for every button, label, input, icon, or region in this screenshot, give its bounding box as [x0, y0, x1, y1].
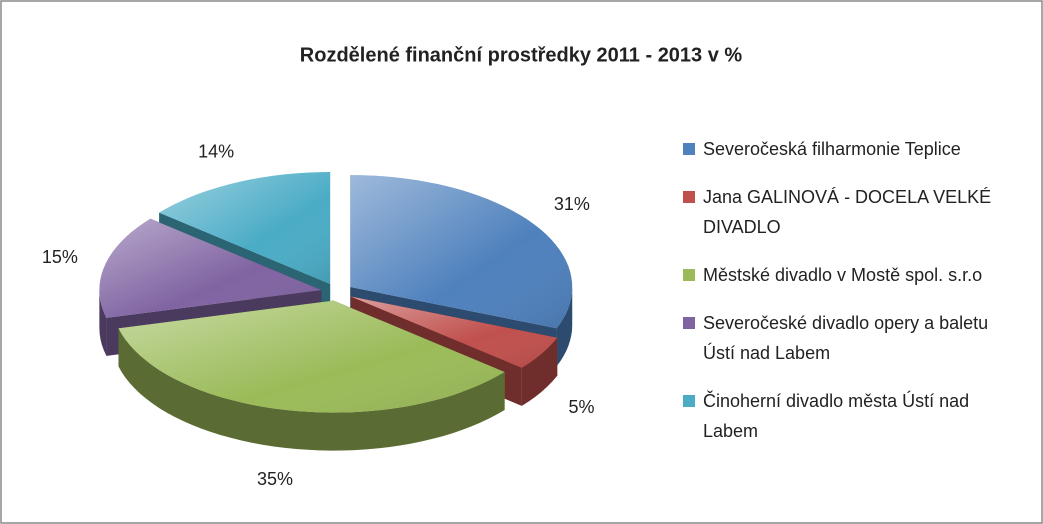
legend-label: Městské divadlo v Mostě spol. s.r.o [703, 265, 983, 285]
legend-label: Jana GALINOVÁ - DOCELA VELKÉ DIVADLO [703, 187, 992, 237]
legend: Severočeská filharmonie Teplice Jana GALI… [683, 134, 1013, 464]
legend-item: Severočeské divadlo opery a baletu Ústí … [683, 308, 1013, 368]
legend-item: Činoherní divadlo města Ústí nad Labem [683, 386, 1013, 446]
legend-swatch [683, 269, 695, 281]
legend-swatch [683, 317, 695, 329]
legend-item: Severočeská filharmonie Teplice [683, 134, 1013, 164]
slice-top-highlight [350, 175, 573, 329]
legend-swatch [683, 143, 695, 155]
legend-swatch [683, 191, 695, 203]
legend-item: Jana GALINOVÁ - DOCELA VELKÉ DIVADLO [683, 182, 1013, 242]
data-label: 15% [42, 247, 78, 267]
data-label: 31% [554, 194, 590, 214]
slice-outer-side-shade [556, 287, 573, 367]
legend-label: Severočeská filharmonie Teplice [703, 139, 961, 159]
slice-outer-side [99, 290, 107, 356]
slice-outer-side-shade [521, 337, 558, 406]
chart-title: Rozdělené finanční prostředky 2011 - 201… [300, 44, 743, 66]
slice-top-highlight [99, 218, 322, 318]
slice-outer-side-shade [118, 328, 505, 451]
slice-top-highlight [159, 172, 331, 285]
legend-item: Městské divadlo v Mostě spol. s.r.o [683, 260, 1013, 290]
slice-outer-side [556, 287, 573, 367]
legend-swatch [683, 395, 695, 407]
slice-outer-side [521, 337, 558, 406]
data-label: 14% [198, 141, 234, 161]
slice-outer-side-shade [99, 290, 107, 356]
legend-label: Činoherní divadlo města Ústí nad Labem [703, 391, 970, 441]
data-label: 5% [568, 397, 594, 417]
legend-label: Severočeské divadlo opery a baletu Ústí … [703, 313, 989, 363]
slice-outer-side [118, 328, 505, 451]
data-label: 35% [257, 469, 293, 489]
slice-top-highlight [350, 296, 558, 368]
slice-top-highlight [118, 300, 505, 413]
